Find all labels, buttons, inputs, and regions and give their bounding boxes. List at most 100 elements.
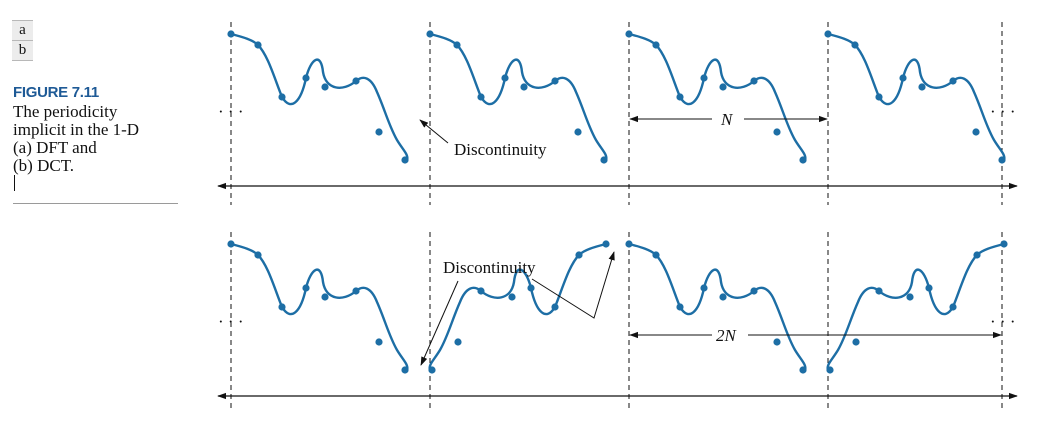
panel-letter-box: a b xyxy=(12,20,33,61)
sample-point-a xyxy=(918,83,926,91)
signal-curve-b xyxy=(230,242,409,371)
sample-point-a xyxy=(477,93,485,101)
sample-point-b xyxy=(719,293,727,301)
panel-letter-b: b xyxy=(12,40,33,60)
sample-point-a xyxy=(426,30,434,38)
discontinuity-pointer-a xyxy=(419,119,449,144)
period-boundaries xyxy=(230,22,1003,410)
sample-point-b xyxy=(278,303,286,311)
figure-sidebar: a b FIGURE 7.11 The periodicity implicit… xyxy=(0,0,180,220)
sample-point-a xyxy=(750,77,758,85)
sample-point-a xyxy=(278,93,286,101)
sample-point-a xyxy=(972,128,980,136)
panel-letter-a: a xyxy=(12,21,33,40)
sample-point-b xyxy=(652,251,660,259)
sample-point-a xyxy=(375,128,383,136)
sample-point-b xyxy=(254,251,262,259)
sample-point-a xyxy=(899,74,907,82)
discontinuity-label-b: Discontinuity xyxy=(443,258,536,277)
ellipsis-right-b: · · · xyxy=(990,312,1015,331)
sample-point-a xyxy=(574,128,582,136)
caption-rule xyxy=(13,203,178,204)
sample-point-b xyxy=(799,366,807,374)
sample-point-b xyxy=(321,293,329,301)
sample-point-b xyxy=(575,251,583,259)
ellipsis-right-a: · · · xyxy=(990,102,1015,121)
caption-line: (a) DFT and xyxy=(13,138,97,157)
sample-point-a xyxy=(352,77,360,85)
sample-point-b xyxy=(625,240,633,248)
sample-point-b xyxy=(352,287,360,295)
sample-point-b xyxy=(949,303,957,311)
sample-point-b xyxy=(428,366,436,374)
sample-point-a xyxy=(302,74,310,82)
caption-line: (b) DCT. xyxy=(13,157,181,191)
signal-curve-a xyxy=(429,32,608,161)
sample-point-a xyxy=(453,41,461,49)
sample-point-b xyxy=(875,287,883,295)
ellipsis-left-a: · · · xyxy=(218,102,243,121)
sample-point-a xyxy=(998,156,1006,164)
sample-point-b xyxy=(773,338,781,346)
sample-point-b xyxy=(454,338,462,346)
sample-point-a xyxy=(949,77,957,85)
sample-point-a xyxy=(875,93,883,101)
sample-point-b xyxy=(750,287,758,295)
signal-curve-a xyxy=(827,32,1006,161)
text-cursor xyxy=(14,175,15,191)
signal-curve-b xyxy=(628,242,807,371)
sample-point-a xyxy=(600,156,608,164)
sample-point-a xyxy=(254,41,262,49)
signal-curves xyxy=(227,30,1008,374)
period-label-2n: 2N xyxy=(716,326,738,345)
sample-point-a xyxy=(676,93,684,101)
sample-point-b xyxy=(925,284,933,292)
sample-point-a xyxy=(625,30,633,38)
discontinuity-pointer-b2 xyxy=(531,251,615,319)
signal-curve-b xyxy=(826,242,1005,371)
sample-point-b xyxy=(1000,240,1008,248)
sample-point-a xyxy=(401,156,409,164)
sample-point-a xyxy=(321,83,329,91)
sample-point-b xyxy=(375,338,383,346)
signal-curve-a xyxy=(230,32,409,161)
period-label-n: N xyxy=(720,110,734,129)
sample-point-a xyxy=(700,74,708,82)
sample-point-b xyxy=(227,240,235,248)
sample-point-b xyxy=(401,366,409,374)
discontinuity-label-a: Discontinuity xyxy=(454,140,547,159)
sample-point-a xyxy=(227,30,235,38)
figure-caption: The periodicity implicit in the 1-D (a) … xyxy=(13,103,181,191)
sample-point-b xyxy=(700,284,708,292)
sample-point-a xyxy=(551,77,559,85)
sample-point-b xyxy=(826,366,834,374)
sample-point-a xyxy=(520,83,528,91)
sample-point-b xyxy=(602,240,610,248)
sample-point-b xyxy=(906,293,914,301)
sample-point-a xyxy=(851,41,859,49)
sample-point-a xyxy=(799,156,807,164)
sample-point-b xyxy=(508,293,516,301)
ellipsis-left-b: · · · xyxy=(218,312,243,331)
caption-line: implicit in the 1-D xyxy=(13,120,140,139)
sample-point-a xyxy=(501,74,509,82)
sample-point-b xyxy=(551,303,559,311)
sample-point-a xyxy=(824,30,832,38)
sample-point-b xyxy=(676,303,684,311)
caption-line: The periodicity xyxy=(13,102,118,121)
sample-point-b xyxy=(477,287,485,295)
sample-point-a xyxy=(719,83,727,91)
sample-point-b xyxy=(973,251,981,259)
period-label-2n-text: 2N xyxy=(716,326,738,345)
signal-curve-b xyxy=(428,242,607,371)
sample-point-a xyxy=(652,41,660,49)
sample-point-b xyxy=(302,284,310,292)
caption-line-text: (b) DCT. xyxy=(13,156,75,175)
sample-point-a xyxy=(773,128,781,136)
discontinuity-pointer-b1 xyxy=(420,280,459,366)
figure-title: FIGURE 7.11 xyxy=(13,84,99,101)
sample-point-b xyxy=(852,338,860,346)
sample-point-b xyxy=(527,284,535,292)
signal-curve-a xyxy=(628,32,807,161)
